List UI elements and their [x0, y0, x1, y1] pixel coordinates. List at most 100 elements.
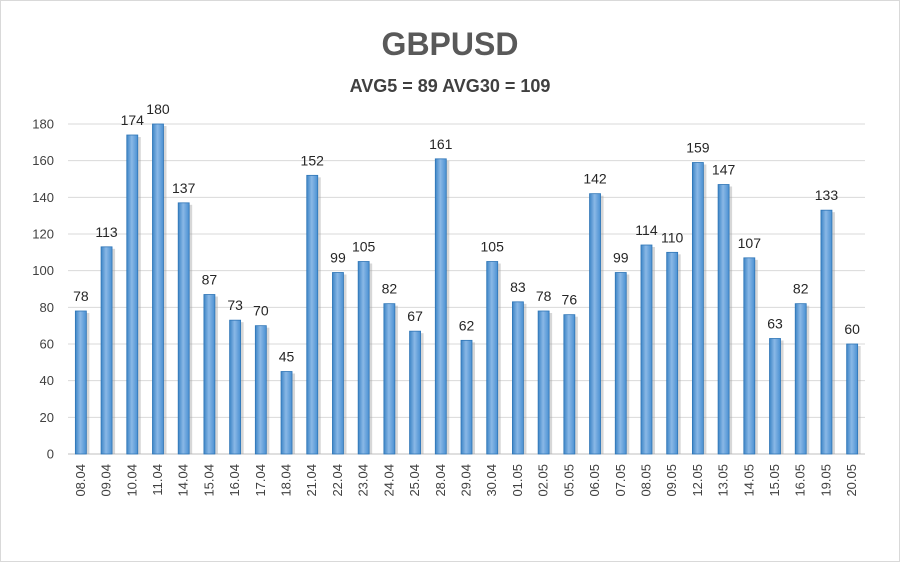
y-tick-label: 60 — [40, 337, 54, 352]
x-tick-label: 17.04 — [253, 464, 268, 497]
data-label: 137 — [172, 180, 196, 196]
x-tick-label: 01.05 — [510, 464, 525, 497]
bar — [563, 314, 576, 455]
data-label: 99 — [613, 250, 629, 266]
x-tick-label: 19.05 — [818, 464, 833, 497]
data-label: 110 — [661, 229, 684, 245]
y-tick-label: 20 — [40, 410, 54, 425]
data-label: 174 — [121, 112, 145, 128]
bar — [820, 209, 833, 455]
data-label: 82 — [382, 281, 398, 297]
bar — [280, 371, 293, 455]
y-tick-label: 160 — [32, 153, 54, 168]
bar — [794, 303, 807, 455]
x-tick-label: 12.05 — [690, 464, 705, 497]
x-tick-label: 13.05 — [716, 464, 731, 497]
x-tick-label: 28.04 — [433, 464, 448, 497]
y-tick-label: 0 — [47, 447, 54, 462]
bar — [409, 330, 421, 455]
data-label: 78 — [73, 288, 89, 304]
bar — [486, 261, 499, 455]
bar — [512, 301, 524, 455]
chart-title: GBPUSD — [381, 26, 519, 62]
data-label: 105 — [481, 239, 505, 255]
data-label: 107 — [738, 235, 762, 251]
x-tick-label: 20.05 — [844, 464, 859, 497]
bar — [229, 319, 242, 455]
x-tick-label: 16.04 — [227, 464, 242, 497]
x-tick-label: 07.05 — [613, 464, 628, 497]
bar — [743, 257, 756, 455]
x-tick-label: 23.04 — [356, 464, 371, 497]
data-label: 83 — [510, 279, 526, 295]
x-tick-label: 06.05 — [587, 464, 602, 497]
y-tick-label: 100 — [32, 263, 54, 278]
y-tick-label: 120 — [32, 227, 54, 242]
data-label: 70 — [253, 303, 269, 319]
x-tick-label: 15.04 — [201, 464, 216, 497]
x-tick-label: 11.04 — [150, 464, 165, 496]
bar — [717, 184, 730, 455]
bar — [589, 193, 601, 455]
data-label: 62 — [459, 317, 475, 333]
y-tick-label: 40 — [40, 373, 54, 388]
data-label: 67 — [407, 308, 423, 324]
y-tick-label: 80 — [40, 300, 54, 315]
bar — [460, 339, 473, 455]
bar — [177, 202, 190, 455]
data-label: 73 — [227, 297, 243, 313]
x-tick-label: 08.05 — [638, 464, 653, 497]
y-tick-label: 180 — [32, 117, 54, 132]
x-tick-label: 24.04 — [381, 464, 396, 497]
data-label: 63 — [767, 316, 783, 332]
bar — [691, 162, 704, 455]
data-label: 78 — [536, 288, 552, 304]
x-tick-label: 22.04 — [330, 464, 345, 497]
bar — [769, 338, 781, 455]
data-label: 180 — [146, 101, 170, 117]
x-tick-label: 02.05 — [536, 464, 551, 497]
bar — [254, 325, 267, 455]
x-tick-label: 09.05 — [664, 464, 679, 497]
data-label: 82 — [793, 281, 809, 297]
x-axis: 08.04 09.04 10.04 11.04 14.04 15.04 16.04 17.04… — [73, 464, 859, 497]
bar — [152, 123, 164, 455]
data-label: 105 — [352, 239, 376, 255]
x-tick-label: 21.04 — [304, 464, 319, 497]
x-tick-label: 29.04 — [459, 464, 474, 497]
bar — [332, 272, 344, 455]
data-label: 87 — [202, 272, 218, 288]
x-tick-label: 15.05 — [767, 464, 782, 497]
x-tick-label: 09.04 — [99, 464, 114, 497]
x-tick-label: 10.04 — [124, 464, 139, 497]
bar — [537, 310, 550, 455]
bar — [666, 251, 679, 455]
bar — [357, 261, 370, 455]
bar — [203, 294, 216, 455]
data-label: 60 — [844, 321, 860, 337]
data-label: 159 — [686, 140, 710, 156]
data-label: 147 — [712, 162, 736, 178]
bar — [640, 244, 653, 455]
data-label: 161 — [429, 136, 453, 152]
y-axis: 0 20 40 60 80 100 120 140 160 180 — [32, 117, 54, 462]
bar — [306, 174, 319, 455]
bars — [74, 123, 861, 455]
x-tick-label: 14.05 — [741, 464, 756, 497]
x-tick-label: 05.05 — [561, 464, 576, 497]
y-tick-label: 140 — [32, 190, 54, 205]
bar — [846, 343, 859, 455]
data-label: 99 — [330, 250, 346, 266]
x-tick-label: 18.04 — [279, 464, 294, 497]
data-label: 114 — [635, 222, 658, 238]
bar — [126, 134, 139, 455]
x-tick-label: 25.04 — [407, 464, 422, 497]
bar — [383, 303, 396, 455]
data-label: 45 — [279, 349, 295, 365]
chart-subtitle: AVG5 = 89 AVG30 = 109 — [349, 76, 551, 96]
data-label: 113 — [95, 224, 118, 240]
x-tick-label: 08.04 — [73, 464, 88, 497]
data-label: 142 — [583, 171, 607, 187]
